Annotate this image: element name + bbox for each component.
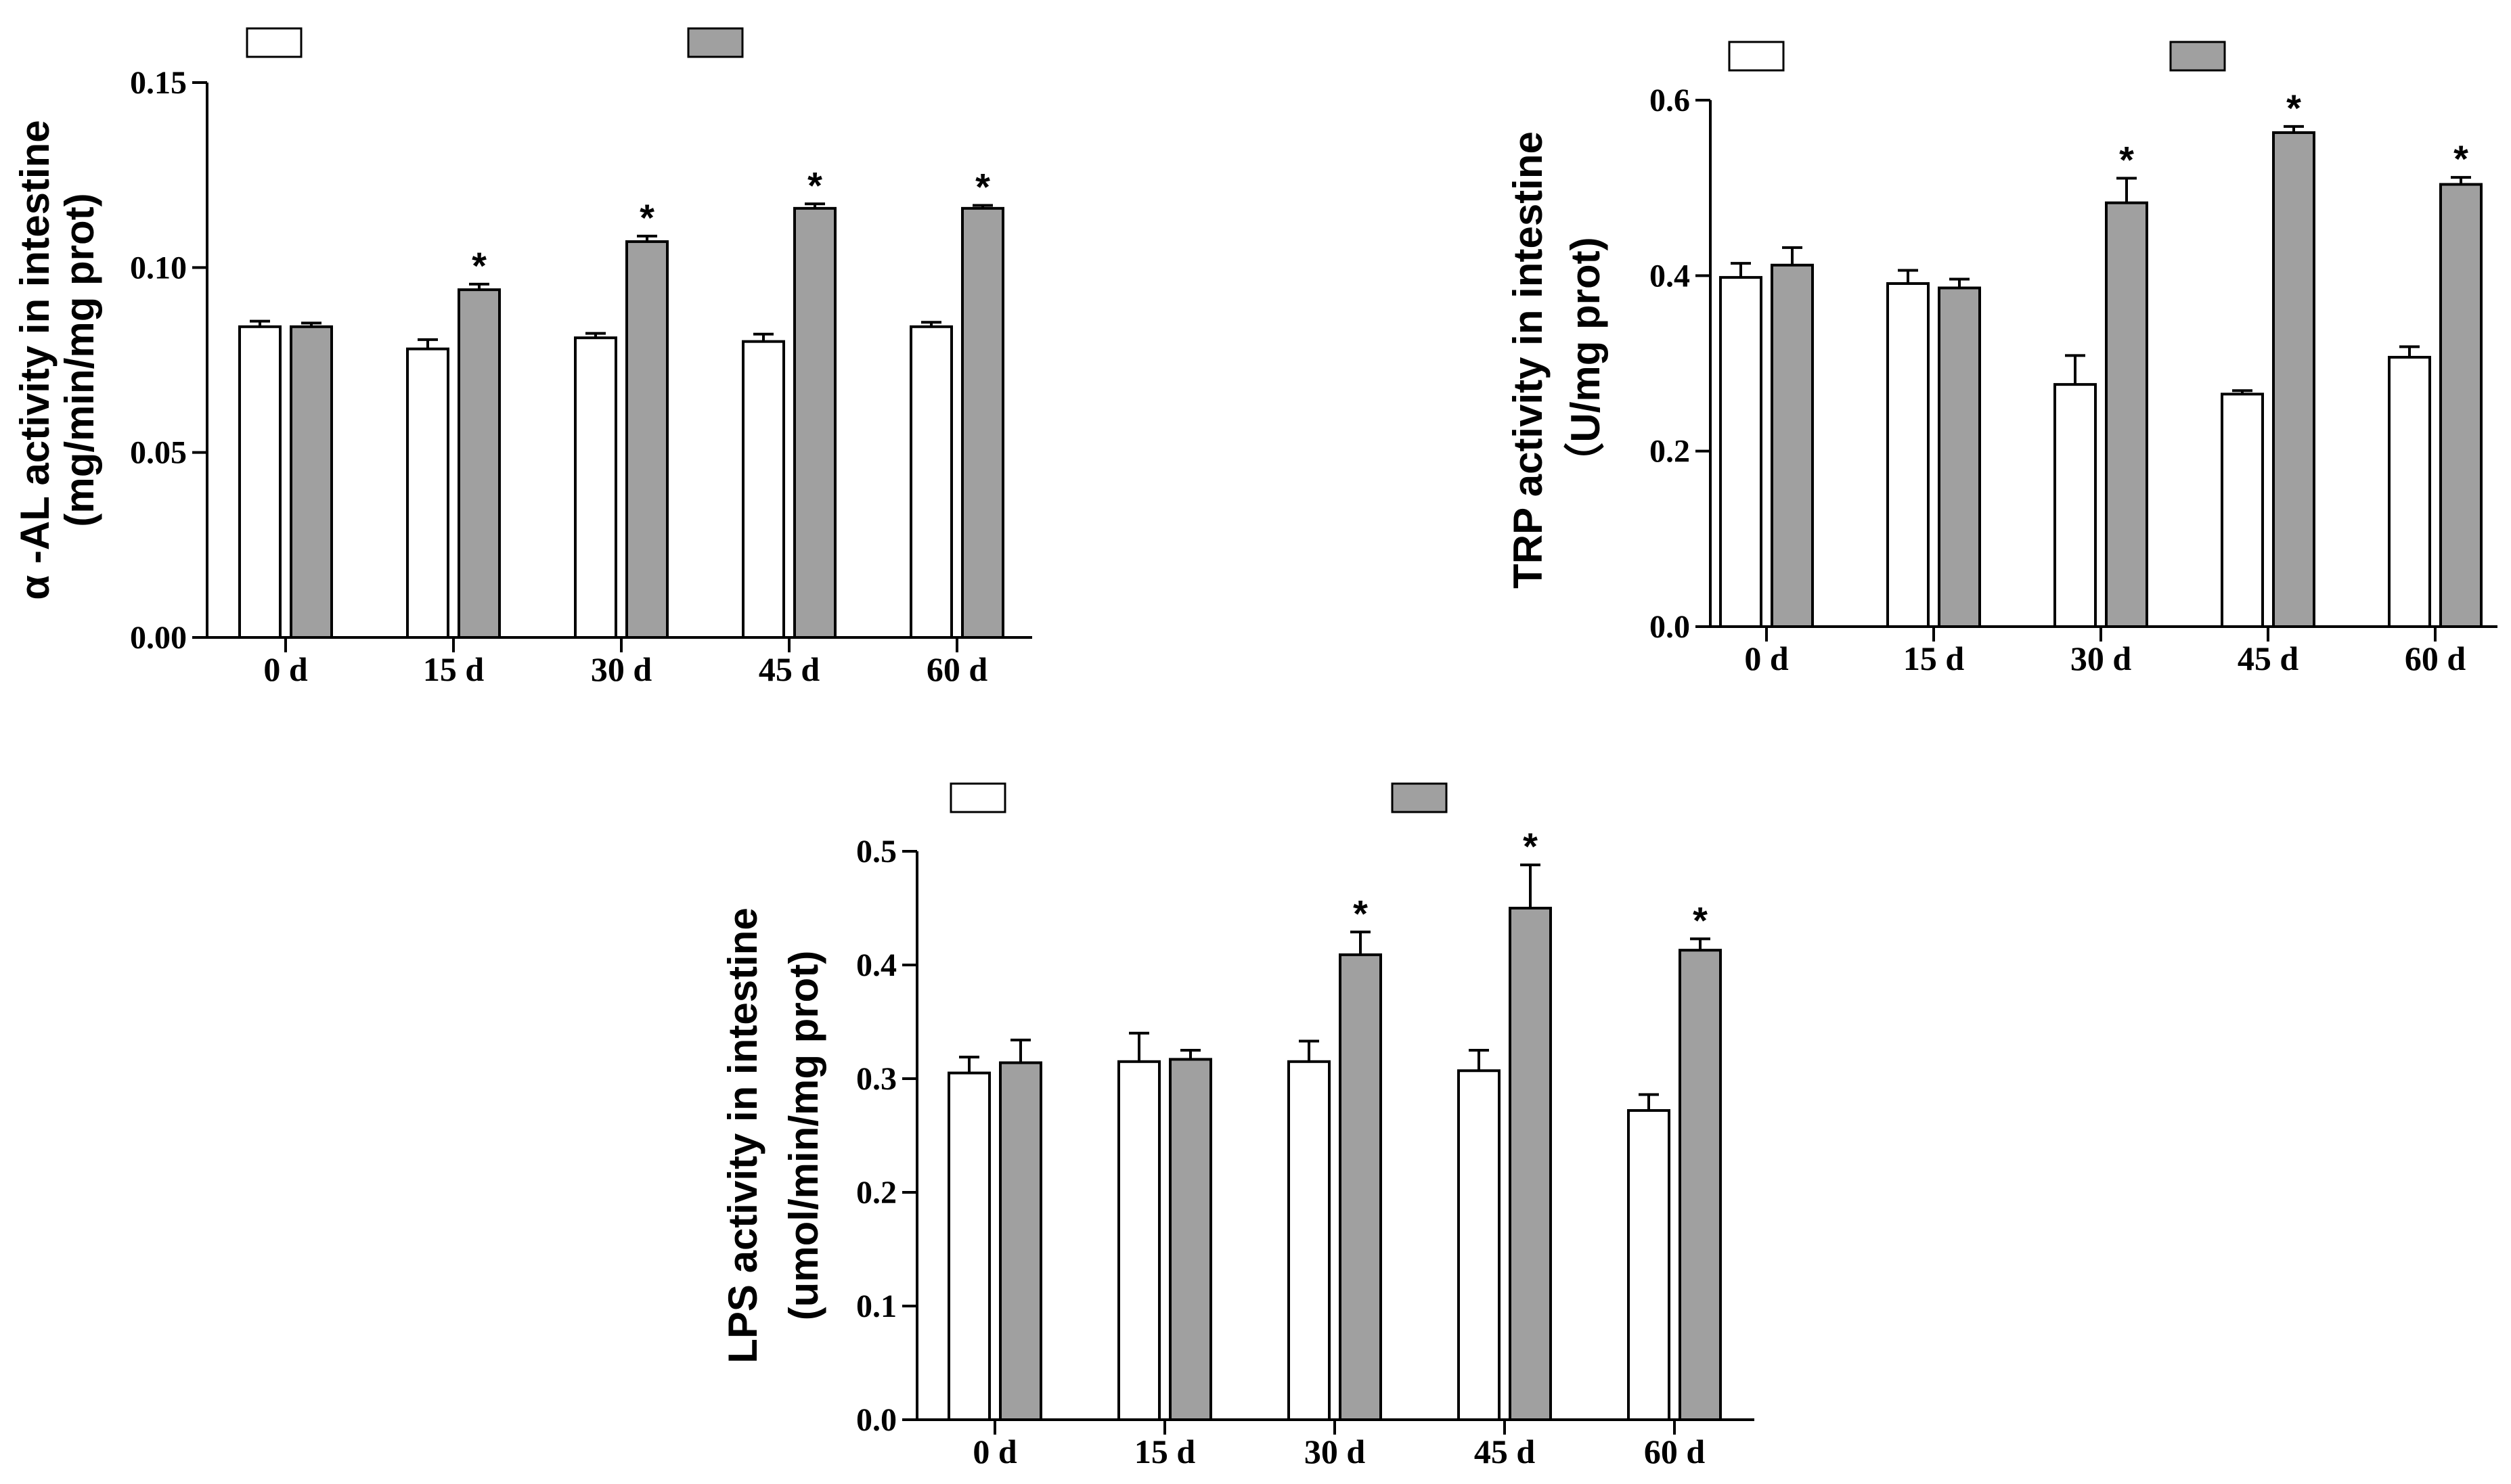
bar-control bbox=[948, 1071, 991, 1421]
bar-biofloc bbox=[458, 288, 501, 639]
x-tick-label: 60 d bbox=[1644, 1433, 1706, 1470]
x-tick-label: 45 d bbox=[1474, 1433, 1536, 1470]
bar-biofloc bbox=[999, 1061, 1042, 1421]
y-axis-label-unit: (umol/min/mg prot) bbox=[781, 951, 826, 1321]
significance-marker: * bbox=[807, 164, 822, 206]
x-tick-label: 60 d bbox=[2405, 639, 2466, 677]
bar-biofloc bbox=[625, 240, 669, 639]
y-tick-label: 0.10 bbox=[130, 250, 187, 286]
bar-control bbox=[1287, 1060, 1331, 1422]
y-tick-label: 0.5 bbox=[856, 834, 897, 870]
y-tick-label: 0.0 bbox=[1649, 609, 1690, 645]
significance-marker: * bbox=[1523, 825, 1538, 868]
y-axis-label-unit: (mg/min/mg prot) bbox=[57, 193, 102, 526]
bar-control bbox=[910, 325, 953, 639]
x-tick-label: 15 d bbox=[1903, 639, 1965, 677]
legend-swatch-biofloc bbox=[687, 27, 744, 58]
x-tick-label: 30 d bbox=[2070, 639, 2132, 677]
bar-control bbox=[742, 340, 785, 639]
bar-biofloc bbox=[2105, 201, 2148, 628]
y-axis-label-unit: （U/mg prot) bbox=[1563, 237, 1608, 482]
y-tick-label: 0.05 bbox=[130, 435, 187, 471]
bar-control bbox=[574, 336, 617, 639]
bar-biofloc bbox=[290, 325, 333, 639]
y-tick-label: 0.1 bbox=[856, 1288, 897, 1324]
significance-marker: * bbox=[975, 165, 990, 208]
y-tick-label: 0.2 bbox=[1649, 434, 1690, 470]
bar-biofloc bbox=[1771, 263, 1814, 629]
y-tick-label: 0.6 bbox=[1649, 83, 1690, 118]
x-tick-label: 0 d bbox=[1744, 639, 1789, 677]
bar-biofloc bbox=[2439, 183, 2483, 629]
y-axis-label: TRP activity in intestine bbox=[1505, 131, 1551, 589]
y-tick-label: 0.0 bbox=[856, 1402, 897, 1438]
bar-biofloc bbox=[1339, 953, 1382, 1421]
bar-control bbox=[1719, 275, 1762, 628]
significance-marker: * bbox=[1353, 892, 1368, 935]
bar-biofloc bbox=[2272, 131, 2315, 628]
bar-biofloc bbox=[1169, 1058, 1212, 1421]
x-tick-label: 30 d bbox=[1304, 1433, 1366, 1470]
x-tick-label: 60 d bbox=[927, 650, 988, 688]
x-tick-label: 45 d bbox=[2238, 639, 2299, 677]
legend bbox=[1728, 41, 2226, 72]
significance-marker: * bbox=[640, 196, 654, 239]
x-tick-label: 15 d bbox=[423, 650, 485, 688]
y-tick-label: 0.00 bbox=[130, 620, 187, 656]
bar-control bbox=[406, 347, 449, 639]
legend-swatch-control bbox=[246, 27, 303, 58]
legend bbox=[950, 782, 1448, 813]
bar-control bbox=[1457, 1069, 1501, 1421]
significance-marker: * bbox=[2286, 87, 2301, 129]
significance-marker: * bbox=[2119, 138, 2134, 181]
x-tick-label: 0 d bbox=[973, 1433, 1017, 1470]
significance-marker: * bbox=[472, 244, 487, 287]
y-axis-label: α -AL activity in intestine bbox=[12, 120, 58, 600]
x-tick-label: 45 d bbox=[759, 650, 820, 688]
y-tick-label: 0.3 bbox=[856, 1061, 897, 1097]
bar-control bbox=[1117, 1060, 1161, 1422]
chart-panel-trp: 0.0 0.2 0.4 0.6 0 d 15 d 30 d * 45 d * 60 d * TRP ac… bbox=[1505, 41, 2497, 677]
x-tick-label: 0 d bbox=[263, 650, 308, 688]
bar-biofloc bbox=[1679, 949, 1722, 1422]
bar-control bbox=[1627, 1109, 1670, 1422]
y-tick-label: 0.15 bbox=[130, 65, 187, 101]
legend-swatch-biofloc bbox=[1391, 782, 1448, 813]
bar-control bbox=[2221, 392, 2264, 629]
y-tick-label: 0.2 bbox=[856, 1175, 897, 1211]
bar-biofloc bbox=[961, 206, 1004, 639]
significance-marker: * bbox=[1693, 899, 1708, 941]
x-tick-label: 30 d bbox=[591, 650, 652, 688]
legend-swatch-biofloc bbox=[2169, 41, 2226, 72]
bar-control bbox=[238, 325, 282, 639]
legend bbox=[246, 27, 744, 58]
bar-control bbox=[2053, 383, 2097, 628]
bar-control bbox=[2388, 355, 2431, 628]
bar-control bbox=[1886, 282, 1930, 628]
y-axis-label: LPS activity in intestine bbox=[720, 907, 765, 1364]
legend-swatch-control bbox=[950, 782, 1006, 813]
x-tick-label: 15 d bbox=[1134, 1433, 1196, 1470]
chart-panel-alpha-al: 0.00 0.05 0.10 0.15 0 d 15 d * 30 d * 45 d * 60 d * α… bbox=[12, 27, 1032, 688]
chart-panel-lps: 0.0 0.1 0.2 0.3 0.4 0.5 0 d 15 d 30 d * 45 d * 60 d *… bbox=[720, 782, 1754, 1470]
bar-biofloc bbox=[1509, 907, 1552, 1421]
bar-biofloc bbox=[793, 206, 837, 639]
legend-swatch-control bbox=[1728, 41, 1785, 72]
significance-marker: * bbox=[2453, 137, 2468, 180]
y-tick-label: 0.4 bbox=[1649, 258, 1690, 294]
bar-biofloc bbox=[1938, 286, 1981, 628]
y-tick-label: 0.4 bbox=[856, 947, 897, 983]
